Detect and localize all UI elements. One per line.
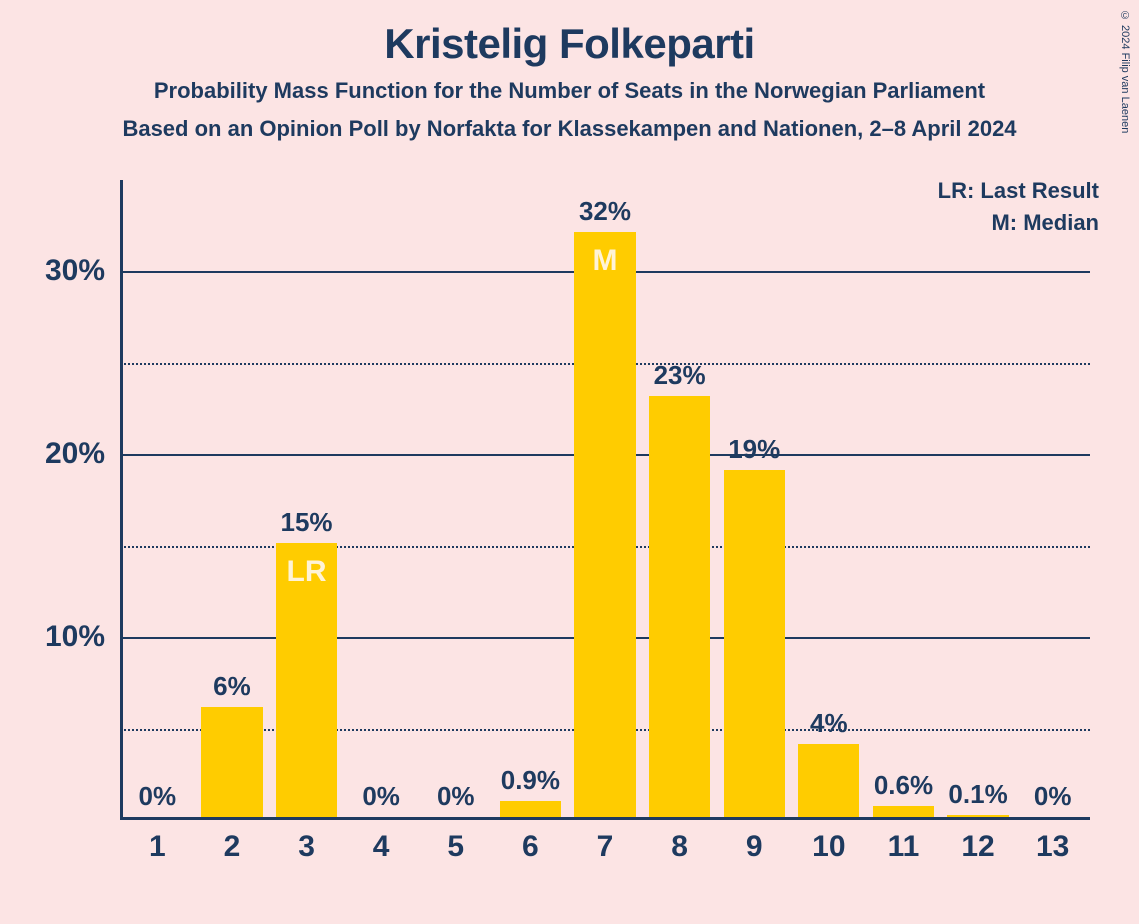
bar-value-label: 0.6% [874,770,933,801]
y-axis [120,180,123,820]
bar-value-label: 6% [213,671,251,702]
bar-value-label: 32% [579,196,631,227]
x-axis-label: 9 [746,830,763,864]
bar [724,470,785,817]
bar-value-label: 0% [1034,781,1072,812]
x-axis-label: 4 [373,830,390,864]
bar [798,744,859,817]
x-axis-label: 6 [522,830,539,864]
bar: M [574,232,635,817]
bar-value-label: 0% [139,781,177,812]
bar: LR [276,543,337,817]
y-axis-label: 10% [45,620,105,654]
bar [873,806,934,817]
chart-title: Kristelig Folkeparti [0,0,1139,68]
bar-value-label: 0% [362,781,400,812]
bar-marker: LR [287,555,327,589]
bar-value-label: 0.9% [501,765,560,796]
y-axis-label: 20% [45,437,105,471]
x-axis-label: 1 [149,830,166,864]
y-axis-label: 30% [45,254,105,288]
bar-value-label: 23% [654,360,706,391]
bar-value-label: 15% [281,507,333,538]
x-axis-label: 13 [1036,830,1069,864]
x-axis [120,817,1090,820]
x-axis-label: 12 [961,830,994,864]
bar [947,815,1008,817]
chart-plot-area: 10%20%30%0%16%2LR15%30%40%50.9%6M32%723%… [120,180,1090,820]
bar [649,396,710,817]
bar-value-label: 19% [728,434,780,465]
chart-subtitle-2: Based on an Opinion Poll by Norfakta for… [0,116,1139,142]
x-axis-label: 8 [671,830,688,864]
bar-value-label: 4% [810,708,848,739]
bar-value-label: 0% [437,781,475,812]
x-axis-label: 5 [447,830,464,864]
x-axis-label: 2 [224,830,241,864]
x-axis-label: 7 [597,830,614,864]
chart-subtitle-1: Probability Mass Function for the Number… [0,78,1139,104]
bar-marker: M [592,244,617,278]
bar-value-label: 0.1% [948,779,1007,810]
bar [201,707,262,817]
copyright-text: © 2024 Filip van Laenen [1119,10,1131,133]
x-axis-label: 11 [888,830,920,864]
x-axis-label: 3 [298,830,315,864]
bar [500,801,561,817]
x-axis-label: 10 [812,830,845,864]
